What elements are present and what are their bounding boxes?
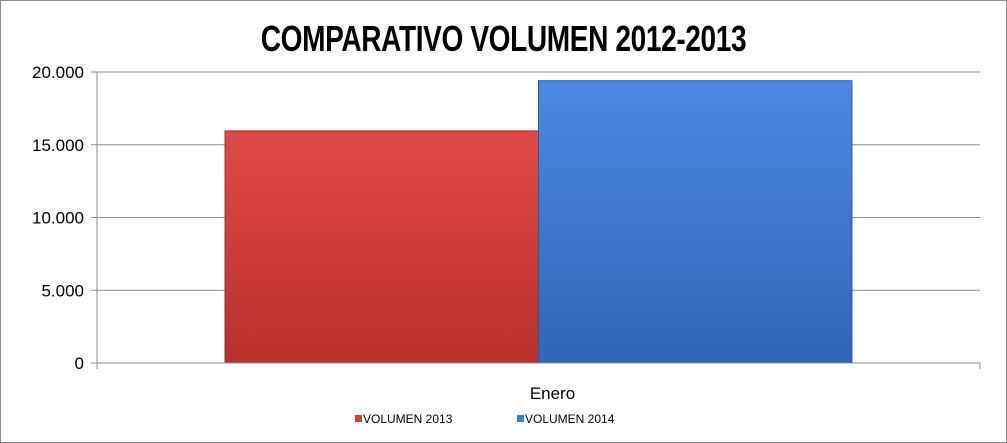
y-tick-label: 15.000 (32, 136, 84, 155)
y-tick-label: 0 (75, 354, 84, 373)
legend-swatch (355, 415, 362, 422)
legend-swatch (517, 415, 524, 422)
bar-volumen-2013 (224, 130, 539, 364)
bars (224, 80, 853, 364)
legend-label: VOLUMEN 2014 (525, 412, 615, 426)
chart-title: COMPARATIVO VOLUMEN 2012-2013 (260, 18, 747, 59)
legend: VOLUMEN 2013 VOLUMEN 2014 (355, 412, 615, 426)
y-tick-label: 20.000 (32, 63, 84, 82)
y-tick-label: 10.000 (32, 209, 84, 228)
y-tick-label: 5.000 (41, 281, 84, 300)
x-category-label: Enero (530, 384, 575, 403)
axes (96, 72, 981, 369)
bar-volumen-2014 (538, 80, 853, 364)
y-axis-ticks: 0 5.000 10.000 15.000 20.000 (32, 63, 97, 373)
legend-label: VOLUMEN 2013 (363, 412, 453, 426)
category-labels: Enero (530, 384, 575, 403)
